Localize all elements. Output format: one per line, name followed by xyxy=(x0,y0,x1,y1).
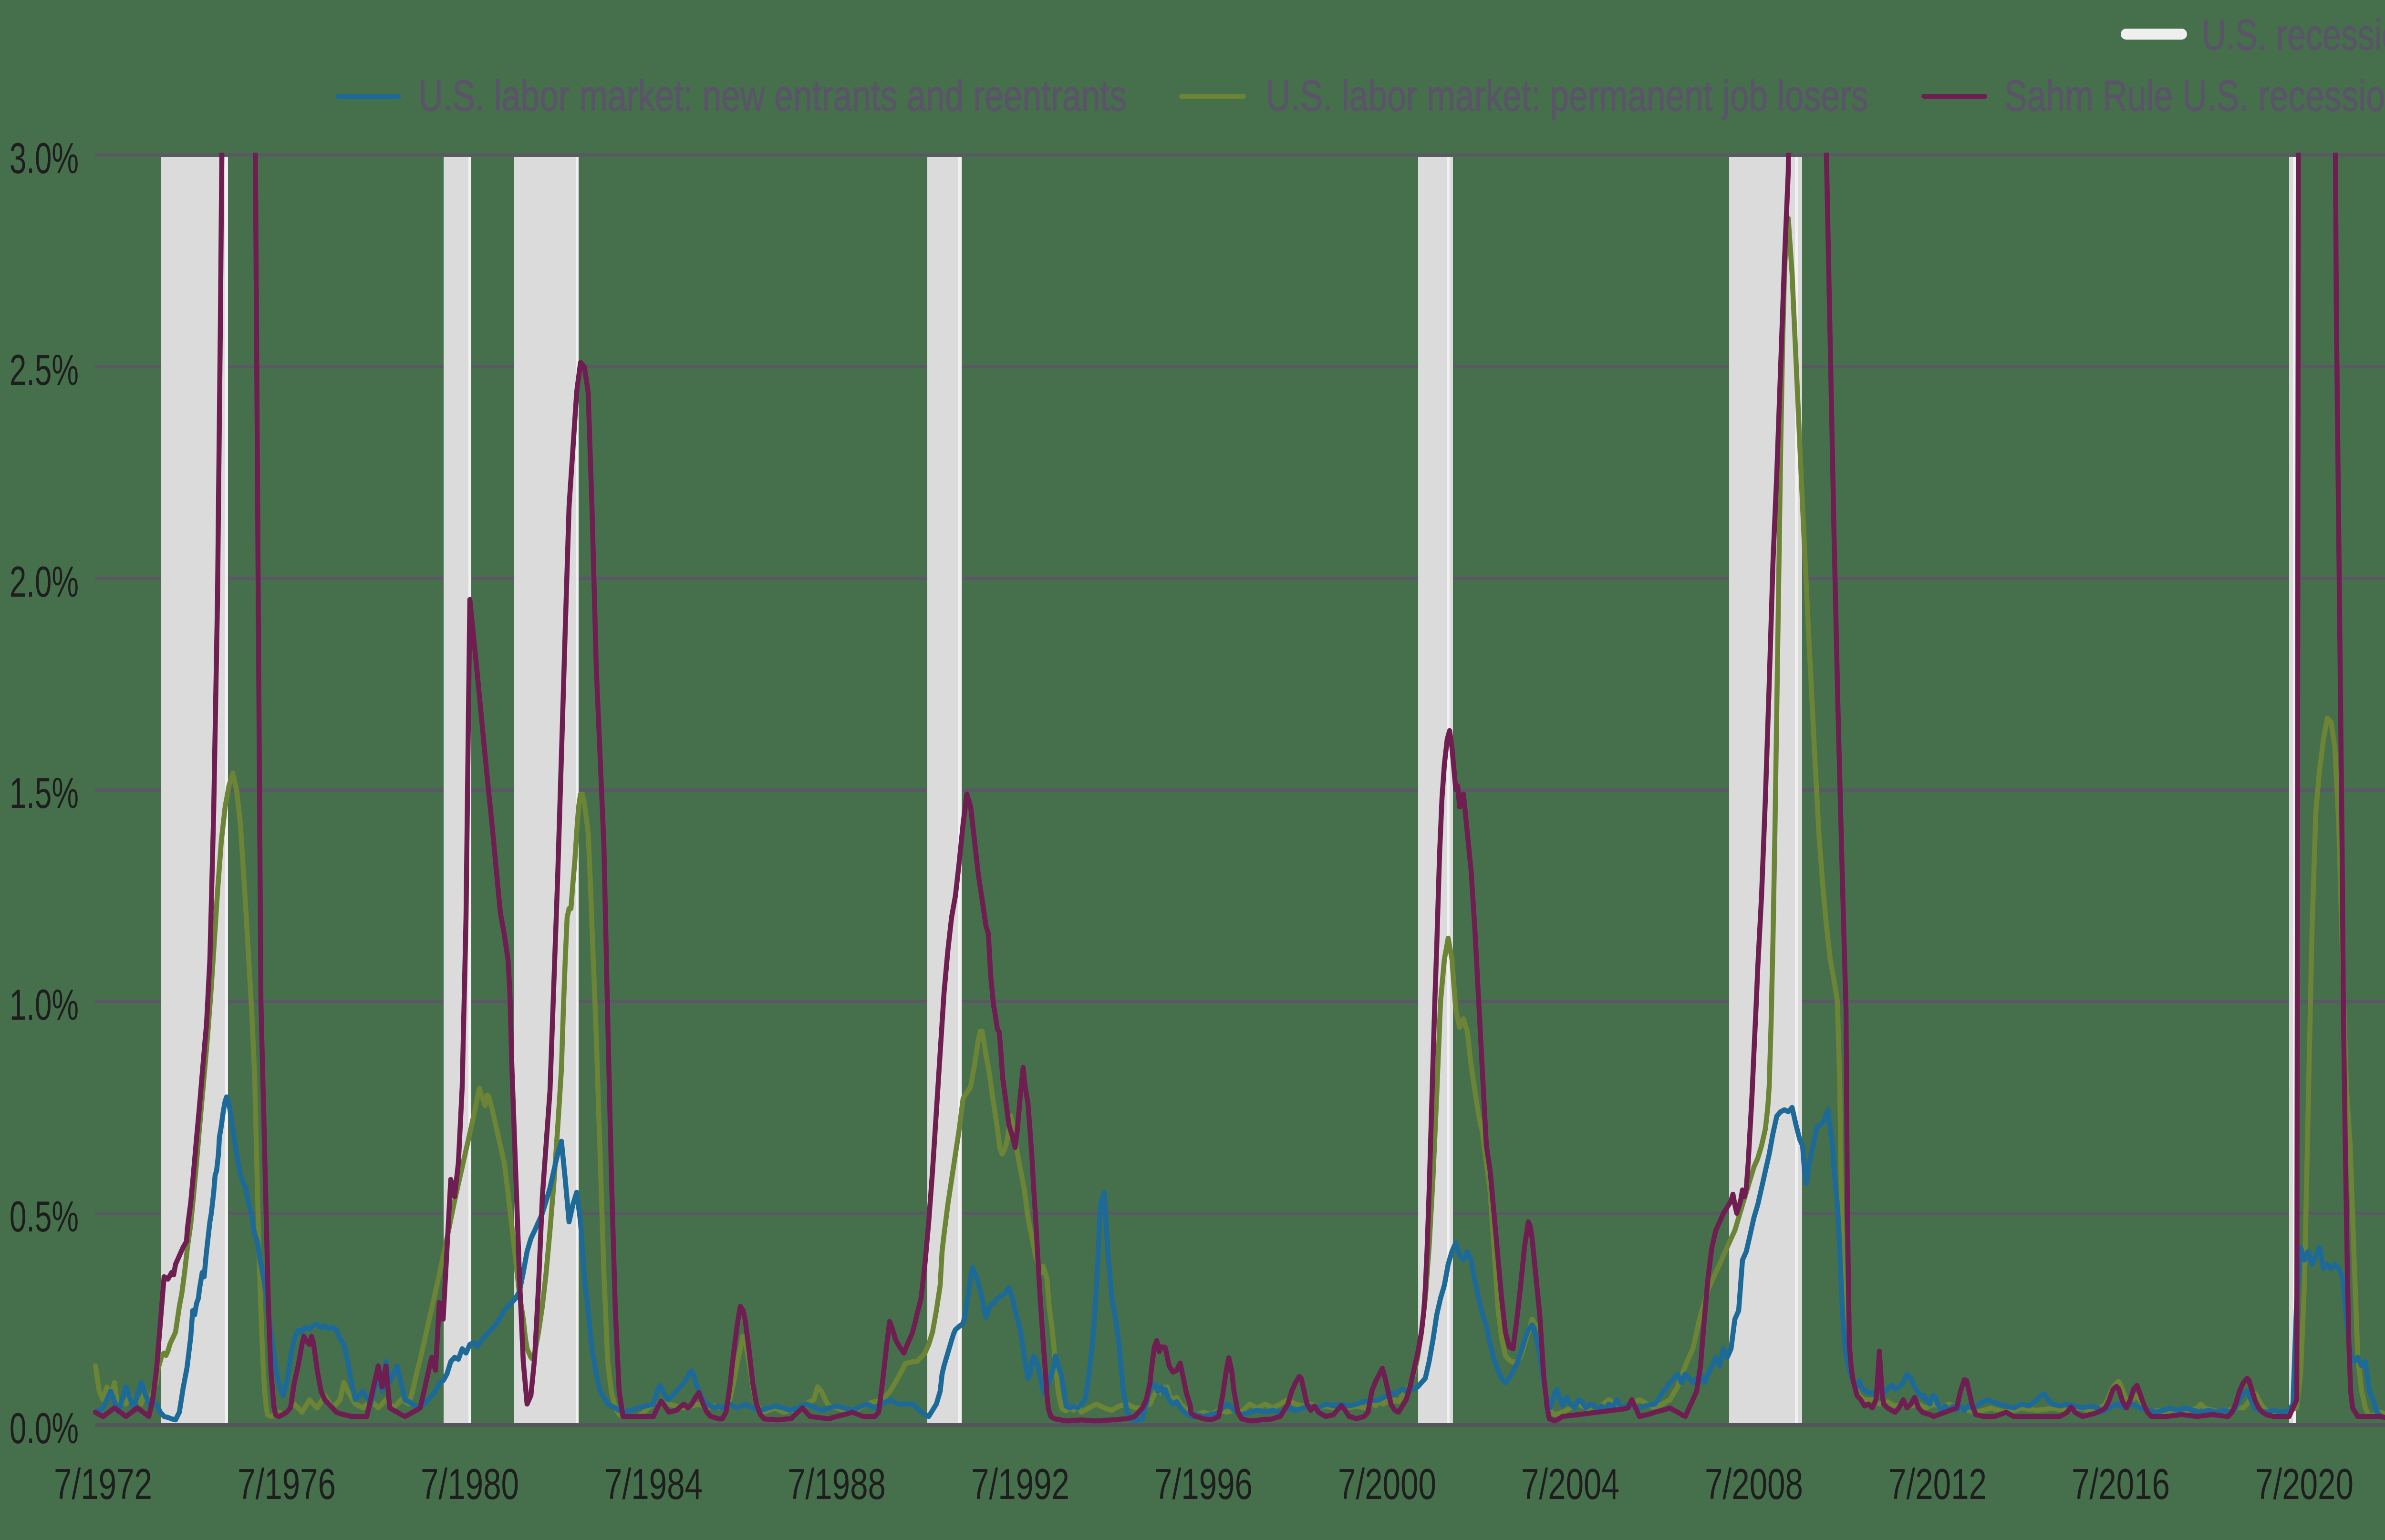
svg-text:1.0%: 1.0% xyxy=(10,981,79,1029)
svg-text:7/1984: 7/1984 xyxy=(604,1460,703,1508)
svg-text:7/1988: 7/1988 xyxy=(788,1460,886,1508)
svg-text:7/1976: 7/1976 xyxy=(238,1460,336,1508)
svg-text:Sahm Rule U.S. recession indic: Sahm Rule U.S. recession indicator xyxy=(2004,72,2385,120)
svg-text:7/1992: 7/1992 xyxy=(971,1460,1069,1508)
svg-text:7/1996: 7/1996 xyxy=(1154,1460,1253,1508)
svg-text:7/2004: 7/2004 xyxy=(1521,1460,1619,1508)
svg-text:U.S. labor market: new entrant: U.S. labor market: new entrants and reen… xyxy=(418,72,1127,120)
svg-text:3.0%: 3.0% xyxy=(10,134,79,183)
svg-text:U.S. labor market: permanent j: U.S. labor market: permanent job losers xyxy=(1266,72,1868,120)
svg-text:U.S. recession (NBER): U.S. recession (NBER) xyxy=(2202,10,2385,59)
svg-text:7/1972: 7/1972 xyxy=(54,1460,152,1508)
svg-text:7/2012: 7/2012 xyxy=(1888,1460,1987,1508)
svg-text:0.0%: 0.0% xyxy=(10,1404,79,1453)
svg-text:7/2020: 7/2020 xyxy=(2255,1460,2354,1508)
svg-text:7/2000: 7/2000 xyxy=(1338,1460,1436,1508)
svg-text:7/2008: 7/2008 xyxy=(1705,1460,1803,1508)
svg-text:0.5%: 0.5% xyxy=(10,1192,79,1241)
svg-text:1.5%: 1.5% xyxy=(10,769,79,817)
svg-text:7/1980: 7/1980 xyxy=(421,1460,519,1508)
svg-text:2.0%: 2.0% xyxy=(10,558,79,606)
svg-text:7/2016: 7/2016 xyxy=(2072,1460,2170,1508)
svg-text:2.5%: 2.5% xyxy=(10,346,79,394)
